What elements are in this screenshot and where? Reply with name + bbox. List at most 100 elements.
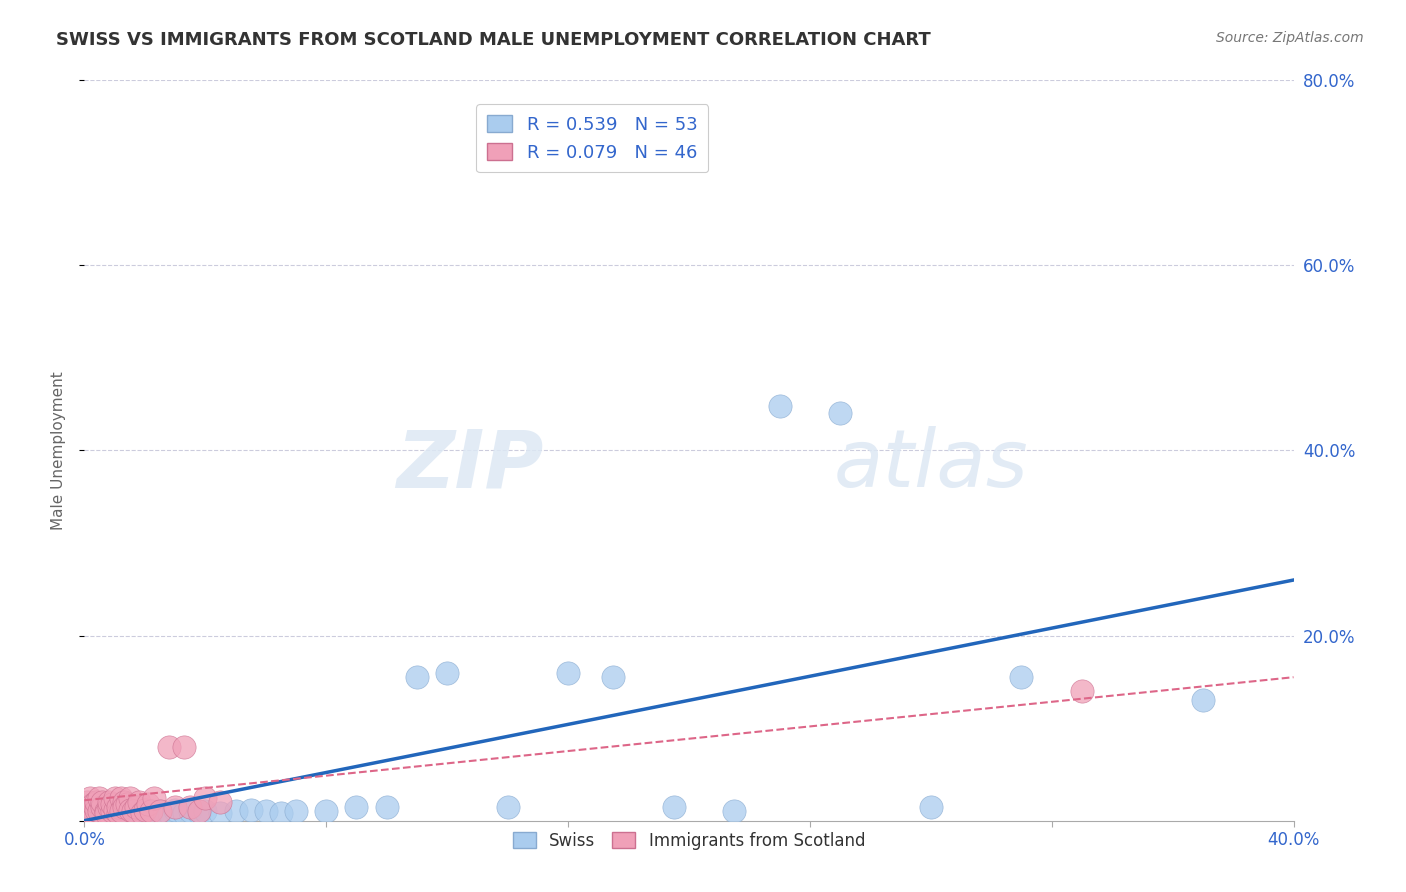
Point bbox=[82, 799, 104, 814]
Point bbox=[149, 805, 172, 819]
Point bbox=[121, 805, 143, 819]
Point bbox=[94, 806, 117, 821]
Point bbox=[104, 805, 127, 819]
Point bbox=[496, 799, 519, 814]
Point bbox=[79, 799, 101, 814]
Point bbox=[118, 803, 141, 817]
Point bbox=[1192, 693, 1215, 707]
Point bbox=[239, 803, 262, 817]
Point bbox=[118, 806, 141, 821]
Point bbox=[110, 805, 132, 819]
Point bbox=[194, 790, 217, 805]
Point bbox=[602, 670, 624, 684]
Point bbox=[173, 739, 195, 754]
Point bbox=[179, 799, 201, 814]
Point bbox=[97, 803, 120, 817]
Point bbox=[97, 799, 120, 814]
Point bbox=[76, 795, 98, 809]
Point bbox=[139, 806, 162, 821]
Point bbox=[89, 790, 111, 805]
Point bbox=[920, 799, 942, 814]
Point bbox=[86, 806, 108, 821]
Point bbox=[94, 806, 117, 821]
Point bbox=[104, 803, 127, 817]
Point bbox=[107, 806, 129, 821]
Point bbox=[142, 790, 165, 805]
Point bbox=[115, 805, 138, 819]
Point bbox=[557, 665, 579, 680]
Point bbox=[165, 799, 187, 814]
Point bbox=[125, 799, 148, 814]
Point bbox=[121, 805, 143, 819]
Point bbox=[79, 806, 101, 821]
Point bbox=[134, 805, 156, 819]
Point bbox=[225, 805, 247, 819]
Text: Source: ZipAtlas.com: Source: ZipAtlas.com bbox=[1216, 31, 1364, 45]
Point bbox=[110, 803, 132, 817]
Point bbox=[285, 805, 308, 819]
Point bbox=[165, 803, 187, 817]
Point bbox=[830, 407, 852, 421]
Point bbox=[769, 399, 792, 413]
Point bbox=[346, 799, 368, 814]
Point bbox=[82, 806, 104, 821]
Point bbox=[76, 805, 98, 819]
Point bbox=[128, 806, 150, 821]
Point bbox=[118, 790, 141, 805]
Legend: Swiss, Immigrants from Scotland: Swiss, Immigrants from Scotland bbox=[506, 825, 872, 856]
Point bbox=[662, 799, 685, 814]
Point bbox=[375, 799, 398, 814]
Point bbox=[209, 795, 232, 809]
Point bbox=[86, 803, 108, 817]
Point bbox=[82, 797, 104, 811]
Point bbox=[157, 806, 180, 821]
Point bbox=[188, 805, 211, 819]
Point bbox=[112, 806, 135, 821]
Point bbox=[86, 803, 108, 817]
Text: atlas: atlas bbox=[834, 426, 1029, 504]
Point bbox=[91, 795, 114, 809]
Point bbox=[209, 806, 232, 821]
Point bbox=[188, 806, 211, 821]
Point bbox=[112, 799, 135, 814]
Point bbox=[97, 805, 120, 819]
Point bbox=[315, 805, 337, 819]
Point bbox=[82, 805, 104, 819]
Point bbox=[104, 790, 127, 805]
Point bbox=[723, 805, 745, 819]
Point bbox=[89, 806, 111, 821]
Text: ZIP: ZIP bbox=[396, 426, 544, 504]
Point bbox=[91, 805, 114, 819]
Point bbox=[89, 805, 111, 819]
Point bbox=[91, 803, 114, 817]
Point bbox=[1011, 670, 1033, 684]
Point bbox=[107, 806, 129, 821]
Point bbox=[89, 805, 111, 819]
Point bbox=[194, 805, 217, 819]
Point bbox=[100, 805, 122, 819]
Y-axis label: Male Unemployment: Male Unemployment bbox=[51, 371, 66, 530]
Point bbox=[254, 805, 277, 819]
Point bbox=[131, 806, 153, 821]
Point bbox=[157, 739, 180, 754]
Point bbox=[79, 790, 101, 805]
Point bbox=[112, 795, 135, 809]
Point bbox=[436, 665, 458, 680]
Point bbox=[128, 795, 150, 809]
Point bbox=[100, 797, 122, 811]
Point bbox=[97, 795, 120, 809]
Point bbox=[79, 803, 101, 817]
Point bbox=[179, 805, 201, 819]
Point bbox=[134, 803, 156, 817]
Point bbox=[1071, 684, 1094, 698]
Point bbox=[149, 805, 172, 819]
Point bbox=[107, 799, 129, 814]
Text: SWISS VS IMMIGRANTS FROM SCOTLAND MALE UNEMPLOYMENT CORRELATION CHART: SWISS VS IMMIGRANTS FROM SCOTLAND MALE U… bbox=[56, 31, 931, 49]
Point bbox=[139, 805, 162, 819]
Point bbox=[94, 805, 117, 819]
Point bbox=[270, 806, 292, 821]
Point bbox=[406, 670, 429, 684]
Point bbox=[136, 797, 159, 811]
Point bbox=[86, 795, 108, 809]
Point bbox=[110, 790, 132, 805]
